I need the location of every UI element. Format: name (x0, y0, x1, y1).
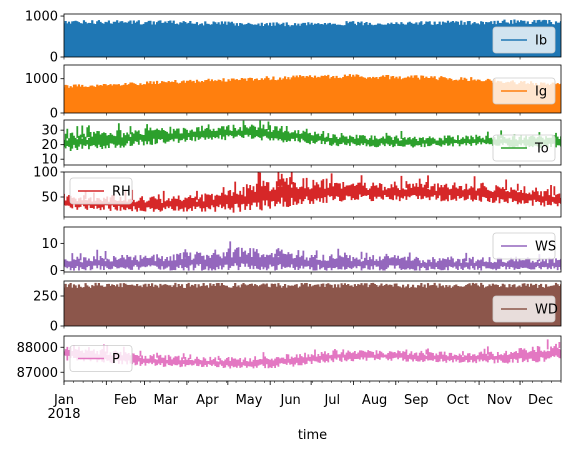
legend-wd: WD (492, 295, 558, 323)
axes-frame (63, 13, 562, 58)
x-year-label: 2018 (47, 407, 80, 422)
x-tick-label: Jan (53, 393, 74, 408)
y-tick-label: 10 (41, 237, 58, 252)
panel-rh: 50 100 RH (33, 166, 562, 218)
legend-label: P (112, 352, 120, 367)
axes-frame (63, 226, 562, 273)
y-tick-label: 30 (41, 124, 58, 139)
y-tick-label: 50 (41, 191, 58, 206)
series-p-line (64, 339, 561, 369)
axes-frame (63, 280, 562, 327)
series-ws-line (64, 241, 561, 271)
y-tick-label: 1000 (25, 72, 58, 87)
series-wd-line (64, 282, 561, 326)
series-rh-line (64, 172, 561, 213)
legend-label: Ib (535, 34, 547, 49)
panel-wd: 0 250 WD (33, 280, 562, 335)
x-tick-label: Dec (528, 393, 553, 408)
y-tick-label: 10 (41, 153, 58, 168)
x-tick-label: Mar (153, 393, 178, 408)
x-tick-label: Apr (196, 393, 219, 408)
x-tick-label: Jul (323, 393, 340, 408)
legend-ws: WS (492, 232, 556, 260)
legend-ig: Ig (492, 77, 556, 105)
legend-label: WS (535, 240, 556, 255)
y-tick-label: 100 (33, 166, 58, 181)
x-tick-label: Aug (362, 393, 387, 408)
panel-ig: 0 1000 Ig (25, 64, 562, 122)
axes-frame (63, 119, 562, 166)
y-tick-label: 0 (50, 51, 58, 66)
legend-label: WD (535, 303, 558, 318)
x-tick-label: Sep (404, 393, 429, 408)
axes-frame (63, 171, 562, 218)
y-tick-label: 0 (50, 264, 58, 279)
legend-label: RH (112, 185, 131, 200)
x-tick-label: Jun (279, 393, 300, 408)
x-tick-label: Oct (447, 393, 469, 408)
series-to-line (64, 120, 561, 151)
y-tick-label: 20 (41, 138, 58, 153)
x-tick-label: Nov (487, 393, 513, 408)
legend-ib: Ib (492, 26, 556, 54)
legend-to: To (492, 134, 556, 162)
panel-p: 87000 88000 P (17, 335, 562, 382)
x-axis: Jan Feb Mar Apr May Jun Jul Aug Sep Oct Nov Dec 2018… (47, 57, 562, 443)
x-tick-label: May (236, 393, 263, 408)
y-tick-label: 87000 (17, 366, 58, 381)
legend-label: Ig (535, 85, 547, 100)
x-tick-label: Feb (114, 393, 137, 408)
legend-p: P (69, 345, 133, 372)
y-tick-label: 250 (33, 290, 58, 305)
axes-frame (63, 64, 562, 114)
series-ib-line (64, 19, 561, 57)
panel-ws: 0 10 WS (41, 226, 562, 279)
legend-label: To (534, 142, 549, 157)
y-tick-label: 1000 (25, 10, 58, 25)
y-tick-label: 88000 (17, 341, 58, 356)
y-tick-label: 0 (50, 107, 58, 122)
y-tick-label: 0 (50, 320, 58, 335)
x-axis-label: time (298, 428, 327, 443)
panel-ib: 0 1000 Ib (25, 10, 562, 66)
series-ig-line (64, 74, 561, 113)
legend-rh: RH (69, 177, 133, 205)
